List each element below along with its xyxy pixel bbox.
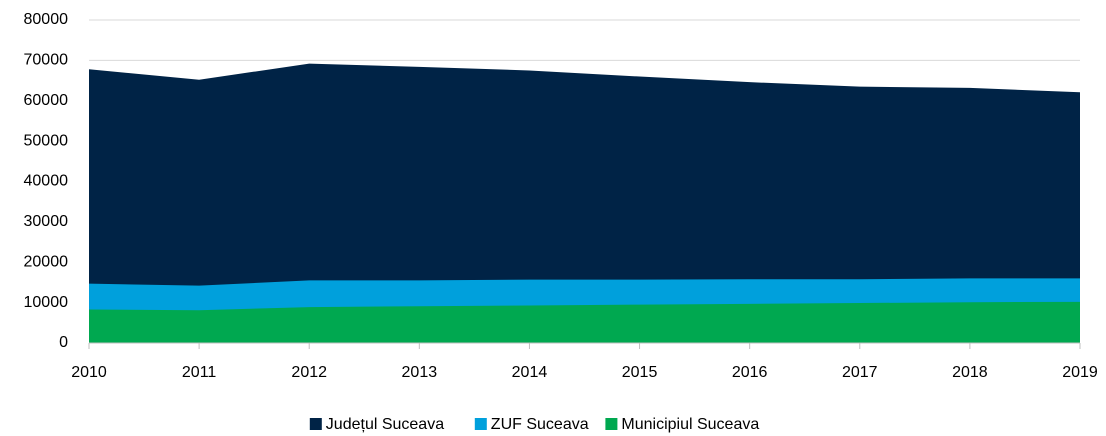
legend-swatch — [309, 418, 322, 430]
y-tick-label: 0 — [59, 334, 68, 351]
legend-label: Județul Suceava — [326, 416, 444, 433]
x-tick-label: 2018 — [952, 364, 988, 381]
x-tick-label: 2015 — [622, 364, 658, 381]
x-tick-label: 2013 — [402, 364, 438, 381]
y-tick-label: 40000 — [24, 173, 69, 190]
legend-swatch — [474, 418, 487, 430]
y-tick-label: 80000 — [24, 11, 69, 28]
x-tick-label: 2012 — [291, 364, 327, 381]
x-tick-label: 2011 — [182, 364, 217, 381]
area — [89, 301, 1080, 343]
y-tick-label: 70000 — [24, 52, 69, 69]
x-tick-label: 2014 — [512, 364, 548, 381]
y-tick-label: 20000 — [24, 253, 69, 270]
legend-label: ZUF Suceava — [491, 416, 589, 433]
x-tick-label: 2016 — [732, 364, 768, 381]
y-tick-label: 50000 — [24, 132, 69, 149]
y-tick-label: 60000 — [24, 92, 69, 109]
legend-label: Municipiul Suceava — [621, 416, 759, 433]
x-tick-label: 2019 — [1062, 364, 1098, 381]
y-tick-label: 10000 — [24, 294, 69, 311]
area — [89, 63, 1080, 343]
x-tick-label: 2010 — [71, 364, 107, 381]
x-tick-label: 2017 — [842, 364, 878, 381]
legend-swatch — [605, 418, 618, 430]
y-tick-label: 30000 — [24, 213, 69, 230]
